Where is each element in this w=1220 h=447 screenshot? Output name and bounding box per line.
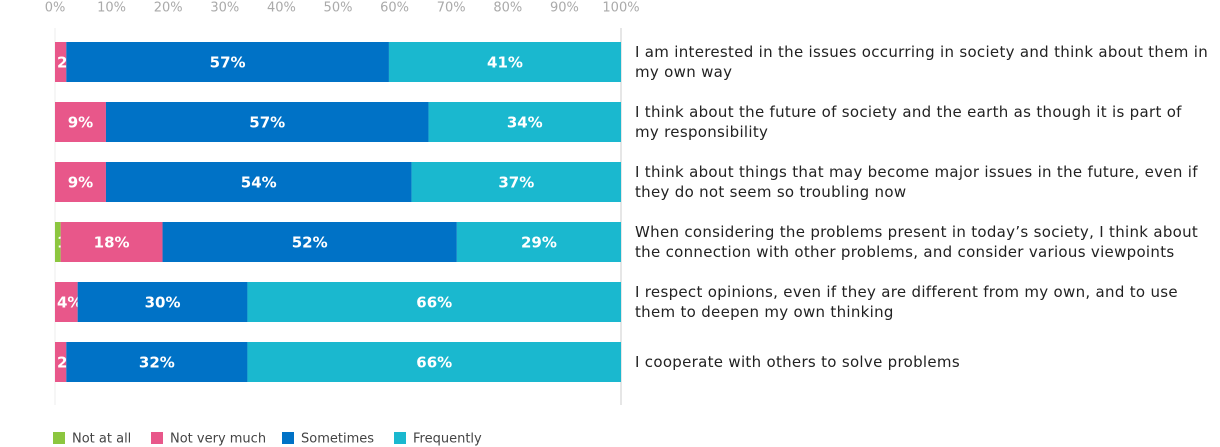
- value-label: 4%: [57, 294, 82, 312]
- bar-segment: [66, 42, 389, 82]
- value-label: 30%: [145, 294, 181, 312]
- bar-segment: [456, 222, 621, 262]
- value-label: 57%: [210, 54, 246, 72]
- x-tick-label: 70%: [437, 1, 466, 16]
- category-label: I think about the future of society and …: [635, 103, 1182, 141]
- bar-segment: [247, 282, 621, 322]
- legend-swatch: [151, 432, 163, 444]
- bar-segment: [105, 162, 412, 202]
- category-label: I cooperate with others to solve problem…: [635, 353, 960, 371]
- bar-segment: [55, 342, 67, 382]
- bar-segment: [247, 342, 621, 382]
- value-label: 54%: [241, 174, 277, 192]
- category-label: I respect opinions, even if they are dif…: [635, 283, 1178, 321]
- bar-segment: [55, 162, 106, 202]
- bar-segment: [77, 282, 248, 322]
- value-label: 52%: [292, 234, 328, 252]
- bar-segment: [411, 162, 621, 202]
- x-tick-label: 90%: [550, 1, 579, 16]
- value-label: 32%: [139, 354, 175, 372]
- value-label: 57%: [249, 114, 285, 132]
- value-label: 66%: [416, 354, 452, 372]
- bar-segment: [66, 342, 248, 382]
- value-label: 37%: [498, 174, 534, 192]
- value-label: 66%: [416, 294, 452, 312]
- x-tick-label: 60%: [380, 1, 409, 16]
- x-tick-label: 100%: [602, 1, 639, 16]
- x-tick-label: 30%: [210, 1, 239, 16]
- bar-segment: [55, 282, 78, 322]
- legend-swatch: [53, 432, 65, 444]
- category-label: I think about things that may become maj…: [635, 163, 1198, 201]
- value-label: 34%: [507, 114, 543, 132]
- bar-segment: [428, 102, 621, 142]
- value-label: 18%: [94, 234, 130, 252]
- x-tick-label: 0%: [45, 1, 66, 16]
- x-tick-label: 80%: [493, 1, 522, 16]
- x-tick-label: 40%: [267, 1, 296, 16]
- x-tick-label: 50%: [324, 1, 353, 16]
- x-tick-label: 20%: [154, 1, 183, 16]
- legend-label: Sometimes: [301, 432, 374, 447]
- bar-segment: [55, 102, 106, 142]
- value-label: 41%: [487, 54, 523, 72]
- bar-segment: [60, 222, 163, 262]
- value-label: 9%: [68, 114, 93, 132]
- legend-label: Not at all: [72, 432, 131, 447]
- category-label: When considering the problems present in…: [635, 223, 1199, 261]
- legend-label: Frequently: [413, 432, 482, 447]
- legend-label: Not very much: [170, 432, 266, 447]
- bar-segment: [55, 222, 61, 262]
- bar-segment: [55, 42, 67, 82]
- legend-swatch: [282, 432, 294, 444]
- bar-segment: [162, 222, 457, 262]
- category-label: I am interested in the issues occurring …: [635, 43, 1209, 81]
- x-tick-label: 10%: [97, 1, 126, 16]
- legend-swatch: [394, 432, 406, 444]
- value-label: 9%: [68, 174, 93, 192]
- bar-segment: [388, 42, 621, 82]
- value-label: 29%: [521, 234, 557, 252]
- bar-segment: [105, 102, 429, 142]
